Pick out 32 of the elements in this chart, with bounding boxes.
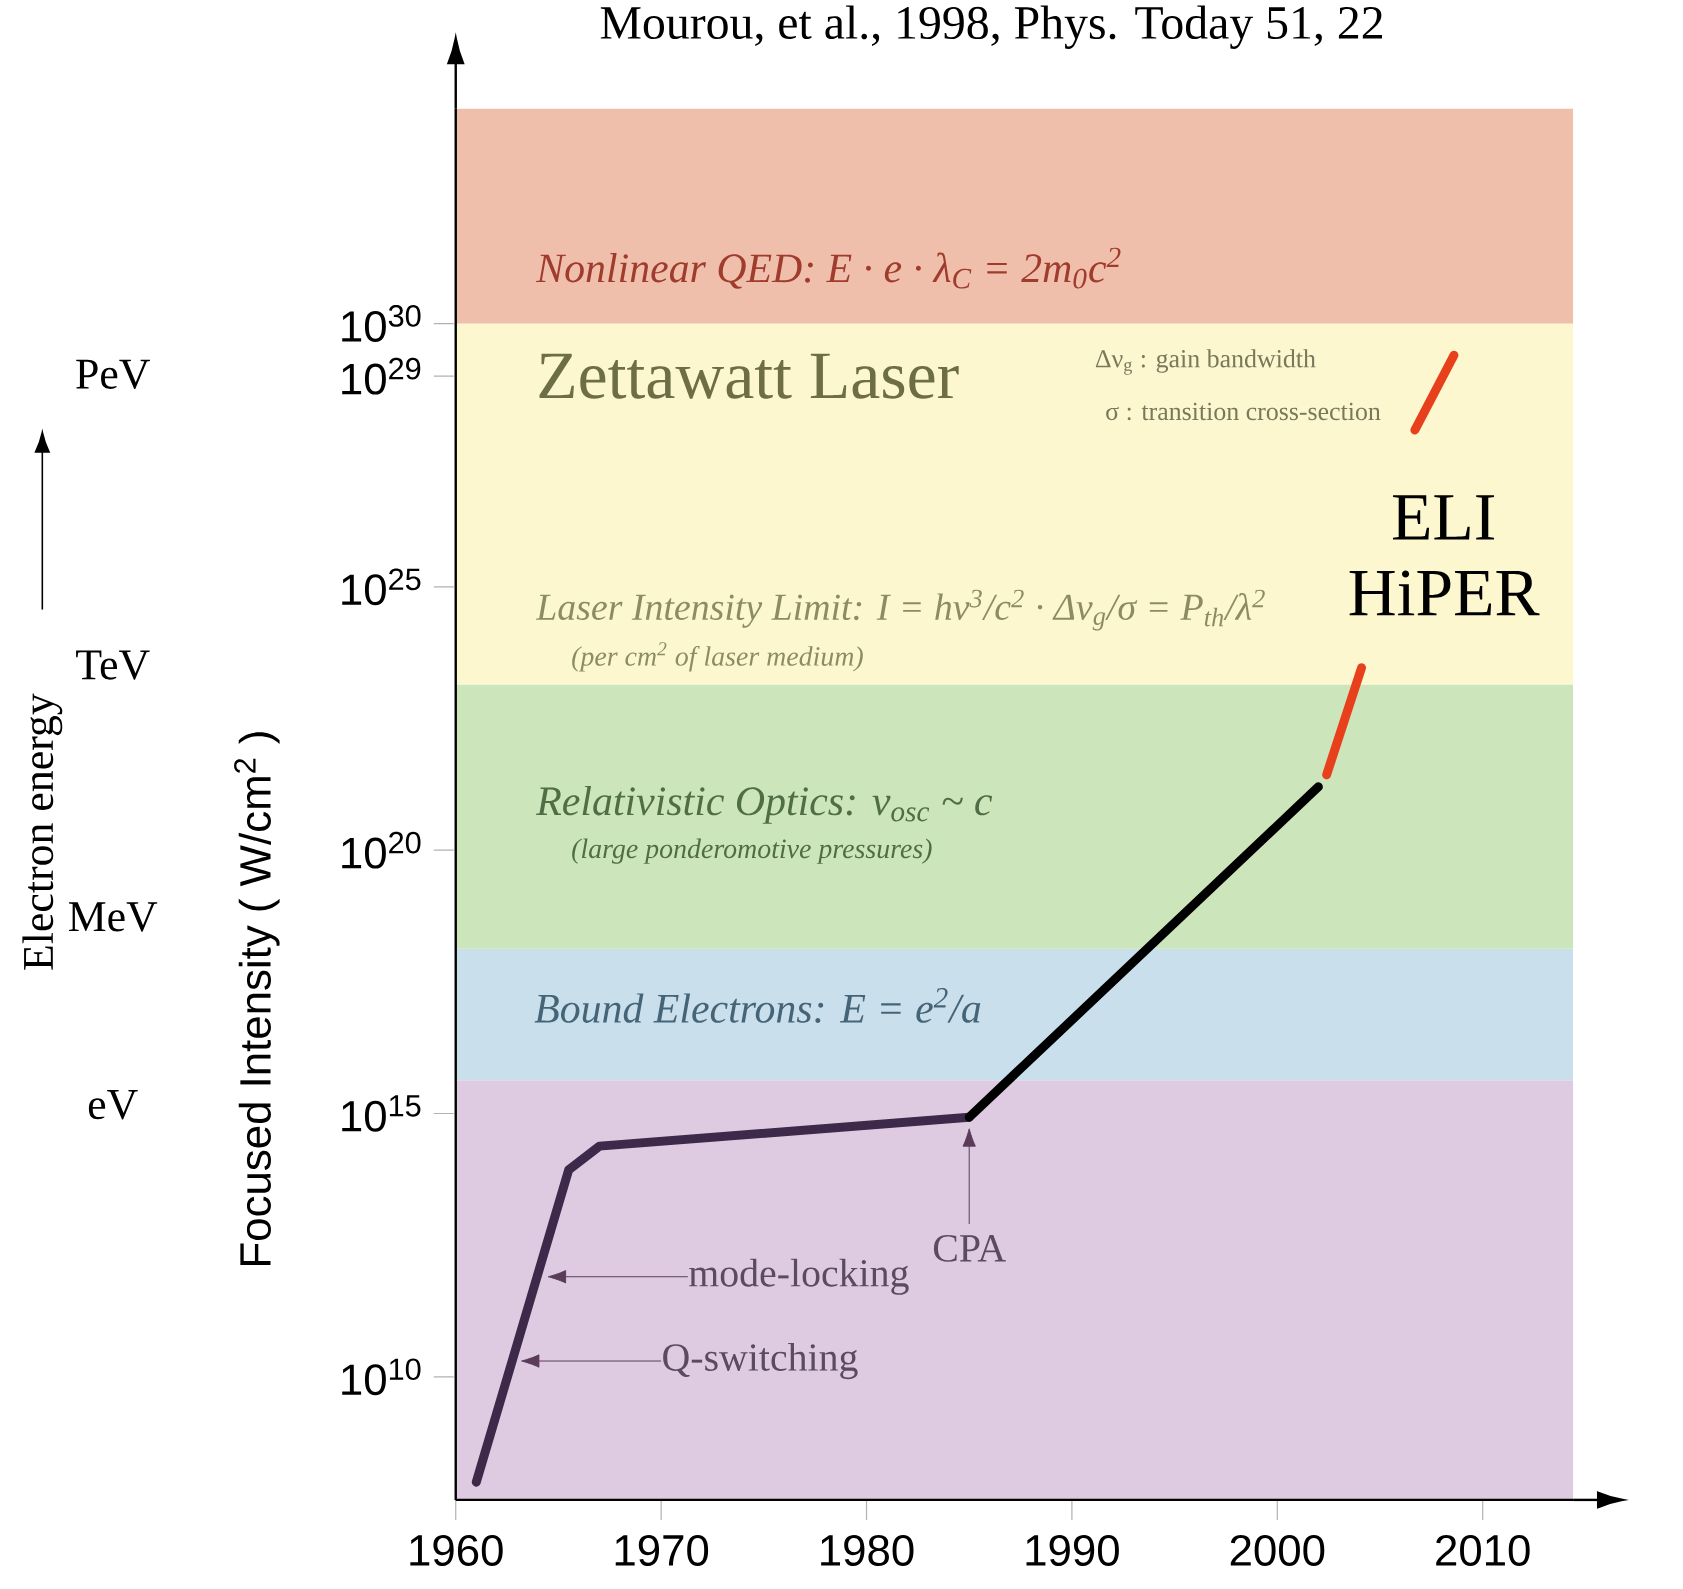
- annotation: Zettawatt Laser: [539, 353, 959, 399]
- annotation: mode-locking: [689, 1258, 909, 1295]
- x-tick-label: 1970: [615, 1534, 709, 1566]
- annotation: Nonlinear QED: E · e · λ$_{C}$ = 2m$_{0}$c$^{2}$: [535, 247, 1121, 289]
- y-tick-label: 10$^{10}$: [342, 1358, 421, 1396]
- text: MeV: [68, 902, 158, 932]
- y-tick-label: 10$^{30}$: [342, 305, 421, 342]
- y-tick-label: 10$^{29}$: [342, 357, 421, 395]
- text: Electron energy: [22, 693, 63, 970]
- x-tick-label: 2010: [1436, 1534, 1530, 1566]
- annotation: Q-switching: [663, 1342, 858, 1380]
- text: PeV: [76, 359, 150, 390]
- annotation: (large ponderomotive pressures): [572, 838, 932, 864]
- annotation: ELI HiPER: [1349, 495, 1540, 616]
- annotation: (per cm$^{2}$ of laser medium): [572, 642, 863, 672]
- text: Laser Intensity Limit: I = hν$^{3}$/c$^{2}$ · Δν$_{g}$/σ = P$_{th}$/λ$^{2}$: [535, 589, 1265, 631]
- text: TeV: [76, 650, 150, 680]
- text: eV: [88, 1090, 138, 1120]
- chart-title: Mourou, et al., 1998, Phys. Today 51, 22: [600, 5, 1382, 49]
- y-tick-label: 10$^{15}$: [342, 1095, 421, 1132]
- y-axis-title: Focused Intensity ( W/cm$^{2}$ ): [234, 732, 280, 1265]
- x-tick-label: 2000: [1230, 1534, 1325, 1566]
- x-tick-label: 1960: [410, 1534, 503, 1566]
- x-tick-label: 1990: [1026, 1534, 1119, 1566]
- x-tick-label: 1980: [821, 1534, 914, 1566]
- y-tick-label: 10$^{20}$: [342, 831, 421, 869]
- annotation: CPA: [933, 1235, 1006, 1262]
- annotation: Relativistic Optics: v$_{osc}$ ~ c: [536, 785, 993, 824]
- y-tick-label: 10$^{25}$: [342, 568, 421, 606]
- annotation: σ : transition cross-section: [1106, 402, 1381, 421]
- annotation: Δν$_{g}$ : gain bandwidth: [1095, 349, 1316, 375]
- annotation: Bound Electrons: E = e$^{2}$/a: [534, 988, 981, 1023]
